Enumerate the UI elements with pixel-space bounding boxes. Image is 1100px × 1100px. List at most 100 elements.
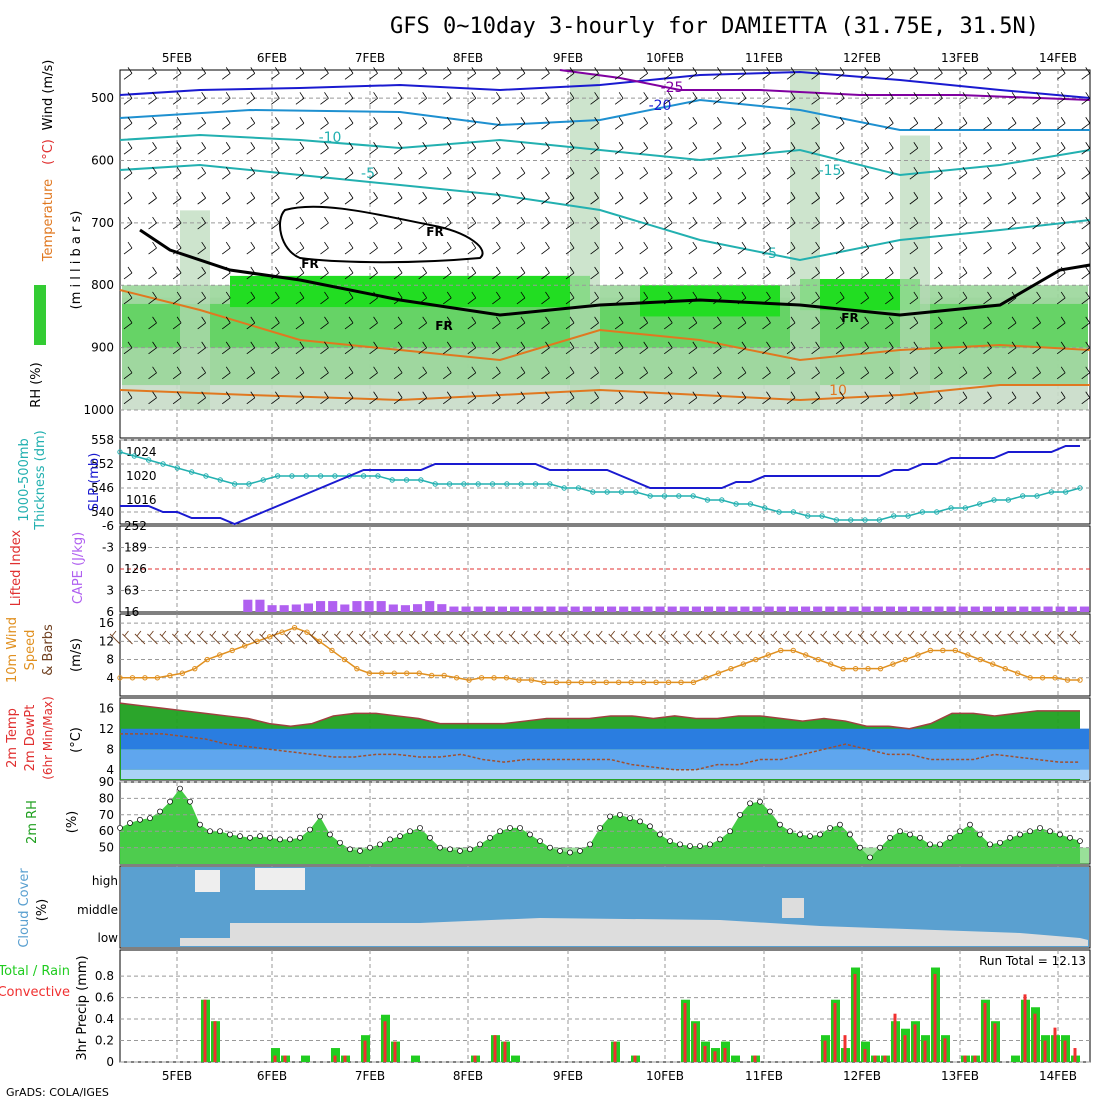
cape-tick: 189 [124, 541, 147, 555]
precip-conv-bar [283, 1055, 287, 1062]
wind-barb [1056, 341, 1066, 355]
wind10-barb [757, 630, 769, 645]
wind-barb [934, 117, 943, 130]
wind-speed-point [129, 675, 136, 681]
wind-barb [958, 92, 968, 105]
wind-barb [148, 241, 157, 255]
rh-point [267, 834, 273, 841]
temp-contour-10 [119, 133, 1091, 177]
wind-barb [123, 216, 133, 230]
precip-conv-bar [393, 1041, 397, 1062]
wind-barb [443, 216, 452, 230]
wind-barb [786, 216, 796, 230]
wind-barb [369, 166, 378, 180]
rh-point [797, 831, 803, 838]
precip-conv-bar [833, 1002, 837, 1062]
cape-bar [400, 605, 410, 612]
wind-tick: 4 [106, 671, 114, 685]
rh-point [857, 844, 863, 851]
wind-barb [344, 191, 354, 205]
pressure-tick: 800 [91, 278, 114, 292]
contour-label: -20 [649, 98, 672, 114]
wind-barb [614, 316, 624, 330]
wind-barb [565, 67, 575, 80]
wind-barb [221, 117, 231, 130]
precip-conv-bar [823, 1040, 827, 1062]
rh-point [537, 838, 543, 844]
wind-barb [246, 141, 256, 155]
wind-barb [443, 366, 452, 380]
wind-speed-point [291, 624, 298, 631]
thickness-point [532, 481, 539, 487]
thickness-point [518, 481, 524, 487]
wind-barb [590, 141, 599, 155]
wind-speed-point [1039, 675, 1046, 681]
precip-conv-bar [923, 1040, 927, 1062]
wind-barb [909, 67, 919, 80]
wind10-barb [932, 630, 944, 645]
wind-barb [590, 117, 599, 130]
rh-point [497, 828, 503, 835]
wind-barb [737, 166, 747, 180]
wind-barb [835, 191, 845, 205]
rh-point [317, 813, 323, 820]
wind-barb [860, 92, 870, 105]
wind-barb [664, 191, 673, 205]
wind-barb [934, 166, 943, 180]
thickness-tick: 546 [91, 481, 114, 495]
wind-tick: 8 [106, 653, 114, 667]
date-label-top: 9FEB [553, 51, 583, 65]
wind-barb [811, 216, 820, 230]
precip-conv-bar [893, 1013, 897, 1062]
rh-point [767, 808, 773, 815]
wind-barb [786, 166, 796, 180]
wind-barb [148, 92, 157, 105]
wind-barb [590, 316, 599, 330]
wind-barb [1007, 291, 1017, 305]
rh-tick: 60 [99, 824, 114, 838]
cape-bar [522, 606, 532, 612]
wind-barb [934, 141, 943, 155]
contour-label: FR [435, 319, 452, 333]
wind-barb [835, 141, 845, 155]
wind-barb [983, 117, 992, 130]
rh-point [867, 854, 873, 861]
wind-barb [639, 391, 649, 405]
wind-barb [123, 92, 133, 105]
wind-barb [762, 366, 771, 380]
upper-ylabel-tempunit: (°C) [41, 139, 56, 165]
date-label-bottom: 12FEB [843, 1069, 881, 1083]
thickness-point [833, 517, 840, 523]
wind-barb [639, 141, 649, 155]
wind-barb [393, 341, 403, 355]
cape-bar [922, 606, 932, 612]
wind-barb [516, 191, 526, 205]
cape-bar [485, 606, 495, 612]
wind-barb [516, 241, 526, 255]
wind-barb [811, 67, 820, 80]
wind-speed-point [341, 656, 348, 663]
wind-barb [786, 366, 796, 380]
wind10-barb [608, 630, 620, 645]
wind-barb [811, 191, 820, 205]
temp-line [119, 702, 1080, 730]
wind-barb [762, 266, 771, 280]
wind-barb [295, 316, 305, 330]
rh-point [1017, 831, 1023, 838]
wind10-barb [359, 630, 370, 645]
wind-barb [271, 216, 280, 230]
wind10-barb [159, 630, 171, 645]
wind-barb [1081, 341, 1091, 355]
wind-barb [516, 291, 526, 305]
precip-conv-bar [273, 1055, 277, 1062]
wind-barb [443, 391, 452, 405]
precip-conv-bar [203, 999, 207, 1062]
upper-ylabel-rh: RH (%) [29, 362, 44, 407]
wind-barb [614, 266, 624, 280]
li-tick: 6 [106, 605, 114, 619]
rh-point [257, 833, 263, 839]
wind-barb [516, 92, 526, 105]
wind10-barb [483, 630, 495, 645]
rh-point [357, 848, 363, 854]
wind10-barb [695, 630, 707, 645]
